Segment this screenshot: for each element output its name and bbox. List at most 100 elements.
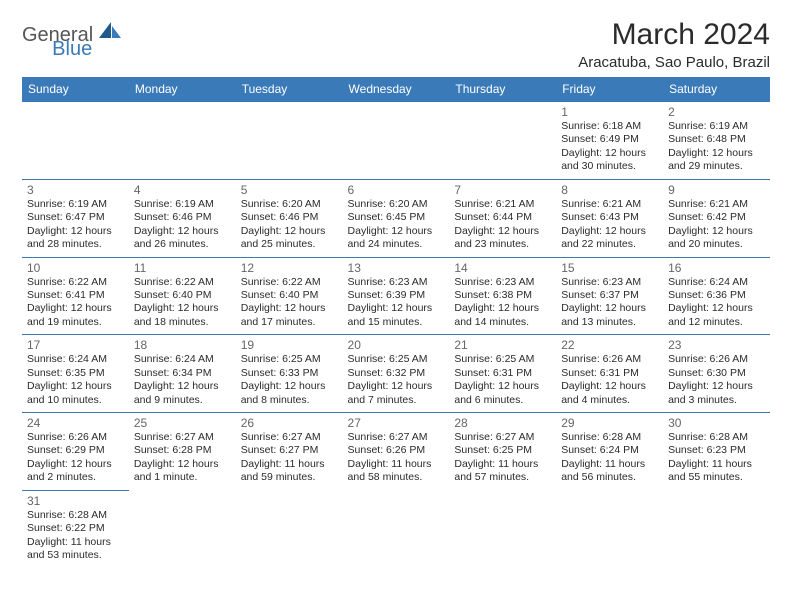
calendar-cell: 15Sunrise: 6:23 AMSunset: 6:37 PMDayligh…: [556, 257, 663, 335]
day-details: Sunrise: 6:27 AMSunset: 6:26 PMDaylight:…: [348, 431, 445, 485]
calendar-cell: [22, 102, 129, 180]
day-number: 27: [348, 416, 445, 430]
day-details: Sunrise: 6:24 AMSunset: 6:36 PMDaylight:…: [668, 276, 765, 330]
day-number: 6: [348, 183, 445, 197]
calendar-cell: 28Sunrise: 6:27 AMSunset: 6:25 PMDayligh…: [449, 413, 556, 491]
day-details: Sunrise: 6:28 AMSunset: 6:24 PMDaylight:…: [561, 431, 658, 485]
calendar-cell: 11Sunrise: 6:22 AMSunset: 6:40 PMDayligh…: [129, 257, 236, 335]
calendar-cell: 18Sunrise: 6:24 AMSunset: 6:34 PMDayligh…: [129, 335, 236, 413]
day-number: 28: [454, 416, 551, 430]
calendar-cell: [556, 490, 663, 567]
calendar-cell: 29Sunrise: 6:28 AMSunset: 6:24 PMDayligh…: [556, 413, 663, 491]
day-number: 13: [348, 261, 445, 275]
title-block: March 2024 Aracatuba, Sao Paulo, Brazil: [578, 18, 770, 71]
day-number: 20: [348, 338, 445, 352]
day-details: Sunrise: 6:21 AMSunset: 6:44 PMDaylight:…: [454, 198, 551, 252]
day-number: 8: [561, 183, 658, 197]
day-details: Sunrise: 6:21 AMSunset: 6:43 PMDaylight:…: [561, 198, 658, 252]
day-details: Sunrise: 6:23 AMSunset: 6:37 PMDaylight:…: [561, 276, 658, 330]
calendar-cell: 21Sunrise: 6:25 AMSunset: 6:31 PMDayligh…: [449, 335, 556, 413]
calendar-cell: 1Sunrise: 6:18 AMSunset: 6:49 PMDaylight…: [556, 102, 663, 180]
day-details: Sunrise: 6:22 AMSunset: 6:40 PMDaylight:…: [134, 276, 231, 330]
day-details: Sunrise: 6:22 AMSunset: 6:40 PMDaylight:…: [241, 276, 338, 330]
calendar-cell: 6Sunrise: 6:20 AMSunset: 6:45 PMDaylight…: [343, 179, 450, 257]
day-details: Sunrise: 6:25 AMSunset: 6:31 PMDaylight:…: [454, 353, 551, 407]
calendar-cell: 25Sunrise: 6:27 AMSunset: 6:28 PMDayligh…: [129, 413, 236, 491]
day-header: Wednesday: [343, 77, 450, 102]
day-number: 25: [134, 416, 231, 430]
day-number: 4: [134, 183, 231, 197]
day-details: Sunrise: 6:20 AMSunset: 6:46 PMDaylight:…: [241, 198, 338, 252]
day-header: Saturday: [663, 77, 770, 102]
calendar-cell: 22Sunrise: 6:26 AMSunset: 6:31 PMDayligh…: [556, 335, 663, 413]
day-details: Sunrise: 6:28 AMSunset: 6:23 PMDaylight:…: [668, 431, 765, 485]
day-header: Thursday: [449, 77, 556, 102]
day-number: 17: [27, 338, 124, 352]
calendar-cell: [236, 490, 343, 567]
day-details: Sunrise: 6:22 AMSunset: 6:41 PMDaylight:…: [27, 276, 124, 330]
day-details: Sunrise: 6:26 AMSunset: 6:29 PMDaylight:…: [27, 431, 124, 485]
day-number: 26: [241, 416, 338, 430]
day-details: Sunrise: 6:21 AMSunset: 6:42 PMDaylight:…: [668, 198, 765, 252]
calendar-cell: 14Sunrise: 6:23 AMSunset: 6:38 PMDayligh…: [449, 257, 556, 335]
calendar-cell: 12Sunrise: 6:22 AMSunset: 6:40 PMDayligh…: [236, 257, 343, 335]
day-number: 21: [454, 338, 551, 352]
calendar-cell: 2Sunrise: 6:19 AMSunset: 6:48 PMDaylight…: [663, 102, 770, 180]
header: General Blue March 2024 Aracatuba, Sao P…: [22, 18, 770, 71]
day-number: 14: [454, 261, 551, 275]
calendar-cell: 4Sunrise: 6:19 AMSunset: 6:46 PMDaylight…: [129, 179, 236, 257]
day-number: 10: [27, 261, 124, 275]
day-details: Sunrise: 6:26 AMSunset: 6:31 PMDaylight:…: [561, 353, 658, 407]
month-title: March 2024: [578, 18, 770, 52]
calendar-cell: [236, 102, 343, 180]
day-header: Tuesday: [236, 77, 343, 102]
calendar-row: 17Sunrise: 6:24 AMSunset: 6:35 PMDayligh…: [22, 335, 770, 413]
day-details: Sunrise: 6:23 AMSunset: 6:39 PMDaylight:…: [348, 276, 445, 330]
day-number: 2: [668, 105, 765, 119]
day-details: Sunrise: 6:20 AMSunset: 6:45 PMDaylight:…: [348, 198, 445, 252]
day-number: 18: [134, 338, 231, 352]
day-details: Sunrise: 6:25 AMSunset: 6:33 PMDaylight:…: [241, 353, 338, 407]
calendar-cell: 7Sunrise: 6:21 AMSunset: 6:44 PMDaylight…: [449, 179, 556, 257]
calendar-cell: 8Sunrise: 6:21 AMSunset: 6:43 PMDaylight…: [556, 179, 663, 257]
day-number: 7: [454, 183, 551, 197]
day-details: Sunrise: 6:19 AMSunset: 6:46 PMDaylight:…: [134, 198, 231, 252]
calendar-body: 1Sunrise: 6:18 AMSunset: 6:49 PMDaylight…: [22, 102, 770, 568]
day-details: Sunrise: 6:24 AMSunset: 6:34 PMDaylight:…: [134, 353, 231, 407]
day-number: 30: [668, 416, 765, 430]
day-header: Monday: [129, 77, 236, 102]
calendar-cell: 24Sunrise: 6:26 AMSunset: 6:29 PMDayligh…: [22, 413, 129, 491]
calendar-table: SundayMondayTuesdayWednesdayThursdayFrid…: [22, 77, 770, 568]
day-header: Friday: [556, 77, 663, 102]
logo-sail-icon: [97, 20, 123, 45]
day-details: Sunrise: 6:23 AMSunset: 6:38 PMDaylight:…: [454, 276, 551, 330]
calendar-cell: 19Sunrise: 6:25 AMSunset: 6:33 PMDayligh…: [236, 335, 343, 413]
calendar-cell: 31Sunrise: 6:28 AMSunset: 6:22 PMDayligh…: [22, 490, 129, 567]
logo-text-blue: Blue: [52, 38, 92, 60]
calendar-cell: [343, 490, 450, 567]
day-number: 12: [241, 261, 338, 275]
calendar-cell: 27Sunrise: 6:27 AMSunset: 6:26 PMDayligh…: [343, 413, 450, 491]
day-number: 31: [27, 494, 124, 508]
day-number: 11: [134, 261, 231, 275]
calendar-cell: 10Sunrise: 6:22 AMSunset: 6:41 PMDayligh…: [22, 257, 129, 335]
day-number: 24: [27, 416, 124, 430]
calendar-cell: [129, 102, 236, 180]
logo: General Blue: [22, 24, 164, 47]
day-header: Sunday: [22, 77, 129, 102]
day-number: 16: [668, 261, 765, 275]
day-number: 5: [241, 183, 338, 197]
calendar-cell: 9Sunrise: 6:21 AMSunset: 6:42 PMDaylight…: [663, 179, 770, 257]
day-details: Sunrise: 6:28 AMSunset: 6:22 PMDaylight:…: [27, 509, 124, 563]
day-details: Sunrise: 6:26 AMSunset: 6:30 PMDaylight:…: [668, 353, 765, 407]
location: Aracatuba, Sao Paulo, Brazil: [578, 54, 770, 71]
calendar-cell: 13Sunrise: 6:23 AMSunset: 6:39 PMDayligh…: [343, 257, 450, 335]
day-header-row: SundayMondayTuesdayWednesdayThursdayFrid…: [22, 77, 770, 102]
day-details: Sunrise: 6:27 AMSunset: 6:28 PMDaylight:…: [134, 431, 231, 485]
day-number: 9: [668, 183, 765, 197]
day-details: Sunrise: 6:27 AMSunset: 6:25 PMDaylight:…: [454, 431, 551, 485]
day-number: 29: [561, 416, 658, 430]
calendar-row: 1Sunrise: 6:18 AMSunset: 6:49 PMDaylight…: [22, 102, 770, 180]
day-number: 1: [561, 105, 658, 119]
day-details: Sunrise: 6:25 AMSunset: 6:32 PMDaylight:…: [348, 353, 445, 407]
